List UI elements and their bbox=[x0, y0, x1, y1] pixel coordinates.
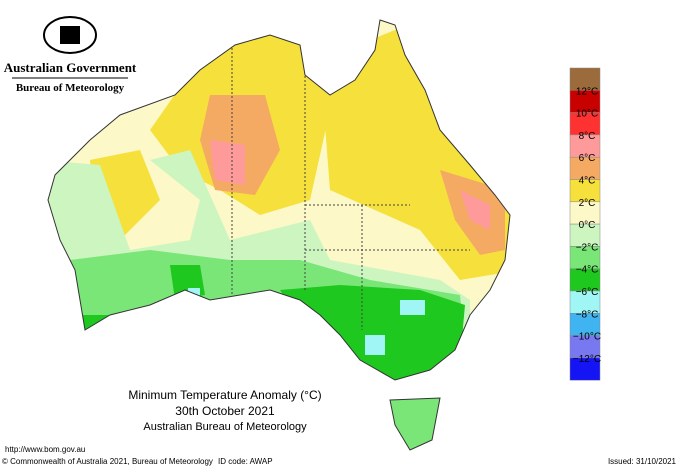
map-date: 30th October 2021 bbox=[175, 404, 275, 418]
legend-label: 4°C bbox=[579, 176, 596, 187]
legend-label: 0°C bbox=[579, 220, 596, 231]
legend-label: 6°C bbox=[579, 153, 596, 164]
bureau: Bureau of Meteorology bbox=[16, 82, 125, 94]
legend-swatch bbox=[569, 357, 601, 381]
coastline bbox=[47, 19, 511, 381]
legend: 12°C 10°C 8°C 6°C 4°C 2°C 0°C −2°C −4°C −6°C −8°C −… bbox=[569, 67, 601, 381]
agency: Australian Government bbox=[4, 60, 137, 75]
legend-label: 12°C bbox=[576, 86, 598, 97]
legend-label: −4°C bbox=[576, 265, 599, 276]
crest bbox=[43, 16, 97, 54]
issued: Issued: 31/10/2021 bbox=[608, 457, 677, 466]
legend-label: −6°C bbox=[576, 287, 599, 298]
id-code: ID code: AWAP bbox=[218, 457, 273, 466]
legend-label: 10°C bbox=[576, 109, 598, 120]
url: http://www.bom.gov.au bbox=[5, 445, 85, 454]
legend-label: −12°C bbox=[573, 354, 601, 365]
copyright: © Commonwealth of Australia 2021, Bureau… bbox=[2, 457, 213, 466]
legend-label: −2°C bbox=[576, 242, 599, 253]
legend-label: 8°C bbox=[579, 131, 596, 142]
map-source: Australian Bureau of Meteorology bbox=[143, 421, 307, 433]
legend-label: −8°C bbox=[576, 309, 599, 320]
tasmania bbox=[389, 397, 441, 451]
legend-label: 2°C bbox=[579, 198, 596, 209]
legend-label: −10°C bbox=[573, 332, 601, 343]
map-title: Minimum Temperature Anomaly (°C) bbox=[128, 388, 321, 402]
